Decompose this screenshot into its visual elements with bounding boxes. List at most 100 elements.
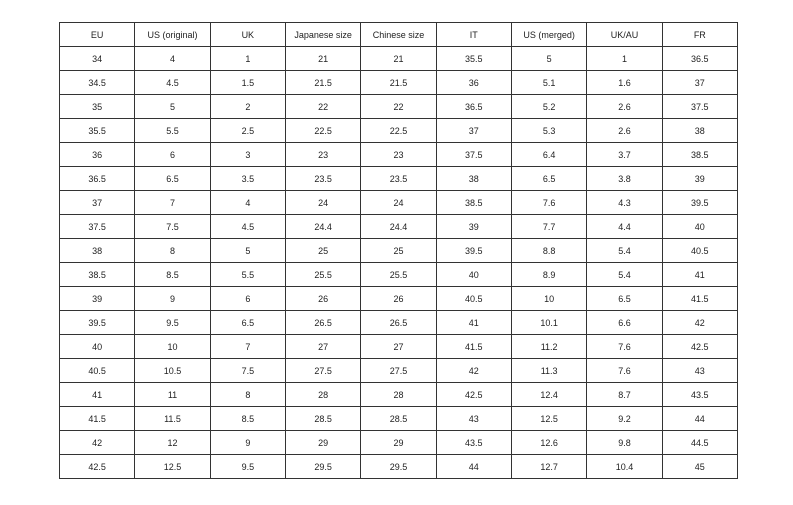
- table-cell: 38.5: [58, 262, 136, 287]
- table-cell: 27: [284, 334, 362, 359]
- table-cell: 28.5: [360, 406, 437, 431]
- table-cell: 44.5: [661, 430, 739, 455]
- table-cell: 1: [209, 46, 286, 71]
- table-cell: 1.5: [209, 70, 286, 95]
- table-cell: 39.5: [661, 190, 739, 215]
- table-row: 42.5 12.5 9.5 29.5 29.5 44 12.7 10.4 45: [58, 454, 739, 479]
- column-header: US (merged): [510, 22, 588, 47]
- shoe-size-table: EU US (original) UK Japanese size Chinese si…: [58, 22, 739, 479]
- table-cell: 40.5: [661, 238, 739, 263]
- table-cell: 41: [435, 310, 512, 335]
- table-cell: 6.6: [586, 310, 663, 335]
- table-row: 37 7 4 24 24 38.5 7.6 4.3 39.5: [58, 190, 739, 215]
- table-cell: 7.6: [586, 358, 663, 383]
- table-cell: 43.5: [435, 430, 512, 455]
- table-cell: 41.5: [435, 334, 512, 359]
- column-header: FR: [661, 22, 739, 47]
- table-cell: 37.5: [661, 94, 739, 119]
- table-cell: 26: [284, 286, 362, 311]
- table-cell: 40: [58, 334, 136, 359]
- table-row: 37.5 7.5 4.5 24.4 24.4 39 7.7 4.4 40: [58, 214, 739, 239]
- table-cell: 5.5: [209, 262, 286, 287]
- table-cell: 28: [284, 382, 362, 407]
- table-row: 40.5 10.5 7.5 27.5 27.5 42 11.3 7.6 43: [58, 358, 739, 383]
- table-cell: 42: [58, 430, 136, 455]
- table-cell: 24: [360, 190, 437, 215]
- table-cell: 28: [360, 382, 437, 407]
- table-cell: 9: [209, 430, 286, 455]
- table-cell: 23: [360, 142, 437, 167]
- table-cell: 9.8: [586, 430, 663, 455]
- table-cell: 22.5: [360, 118, 437, 143]
- table-cell: 38.5: [661, 142, 739, 167]
- table-cell: 37: [435, 118, 512, 143]
- table-cell: 21.5: [360, 70, 437, 95]
- table-cell: 2.6: [586, 118, 663, 143]
- table-cell: 5.1: [510, 70, 588, 95]
- table-cell: 36.5: [435, 94, 512, 119]
- table-cell: 22.5: [284, 118, 362, 143]
- table-cell: 6.5: [134, 166, 211, 191]
- table-cell: 7.6: [586, 334, 663, 359]
- table-cell: 42.5: [435, 382, 512, 407]
- table-cell: 45: [661, 454, 739, 479]
- table-cell: 43: [661, 358, 739, 383]
- table-cell: 41: [58, 382, 136, 407]
- table-row: 40 10 7 27 27 41.5 11.2 7.6 42.5: [58, 334, 739, 359]
- table-header-row: EU US (original) UK Japanese size Chinese si…: [58, 22, 739, 47]
- table-cell: 25.5: [284, 262, 362, 287]
- table-cell: 28.5: [284, 406, 362, 431]
- table-cell: 25: [284, 238, 362, 263]
- table-row: 38.5 8.5 5.5 25.5 25.5 40 8.9 5.4 41: [58, 262, 739, 287]
- table-cell: 7: [209, 334, 286, 359]
- table-cell: 41: [661, 262, 739, 287]
- table-cell: 5.5: [134, 118, 211, 143]
- table-cell: 5: [134, 94, 211, 119]
- column-header: UK: [209, 22, 286, 47]
- table-cell: 39: [58, 286, 136, 311]
- table-cell: 40: [435, 262, 512, 287]
- table-cell: 36: [58, 142, 136, 167]
- table-cell: 38: [435, 166, 512, 191]
- table-cell: 25.5: [360, 262, 437, 287]
- table-cell: 36: [435, 70, 512, 95]
- table-row: 35 5 2 22 22 36.5 5.2 2.6 37.5: [58, 94, 739, 119]
- table-cell: 4.4: [586, 214, 663, 239]
- table-cell: 8.9: [510, 262, 588, 287]
- table-cell: 22: [360, 94, 437, 119]
- table-cell: 26.5: [360, 310, 437, 335]
- table-cell: 9: [134, 286, 211, 311]
- table-cell: 2: [209, 94, 286, 119]
- table-cell: 5.2: [510, 94, 588, 119]
- table-cell: 39: [435, 214, 512, 239]
- table-row: 35.5 5.5 2.5 22.5 22.5 37 5.3 2.6 38: [58, 118, 739, 143]
- table-cell: 10: [134, 334, 211, 359]
- table-cell: 41.5: [661, 286, 739, 311]
- table-cell: 11.5: [134, 406, 211, 431]
- table-cell: 24: [284, 190, 362, 215]
- table-cell: 42.5: [661, 334, 739, 359]
- table-cell: 26: [360, 286, 437, 311]
- table-row: 36.5 6.5 3.5 23.5 23.5 38 6.5 3.8 39: [58, 166, 739, 191]
- table-row: 39.5 9.5 6.5 26.5 26.5 41 10.1 6.6 42: [58, 310, 739, 335]
- table-cell: 23: [284, 142, 362, 167]
- table-cell: 10.5: [134, 358, 211, 383]
- table-cell: 38: [58, 238, 136, 263]
- table-cell: 21.5: [284, 70, 362, 95]
- table-cell: 4.3: [586, 190, 663, 215]
- table-cell: 7.5: [134, 214, 211, 239]
- table-row: 38 8 5 25 25 39.5 8.8 5.4 40.5: [58, 238, 739, 263]
- table-cell: 2.5: [209, 118, 286, 143]
- table-cell: 40.5: [58, 358, 136, 383]
- table-cell: 3.5: [209, 166, 286, 191]
- column-header: Japanese size: [284, 22, 362, 47]
- table-cell: 21: [360, 46, 437, 71]
- table-cell: 35: [58, 94, 136, 119]
- table-row: 41.5 11.5 8.5 28.5 28.5 43 12.5 9.2 44: [58, 406, 739, 431]
- table-cell: 10.4: [586, 454, 663, 479]
- table-cell: 10: [510, 286, 588, 311]
- table-cell: 10.1: [510, 310, 588, 335]
- table-cell: 43.5: [661, 382, 739, 407]
- table-cell: 12.5: [510, 406, 588, 431]
- table-cell: 26.5: [284, 310, 362, 335]
